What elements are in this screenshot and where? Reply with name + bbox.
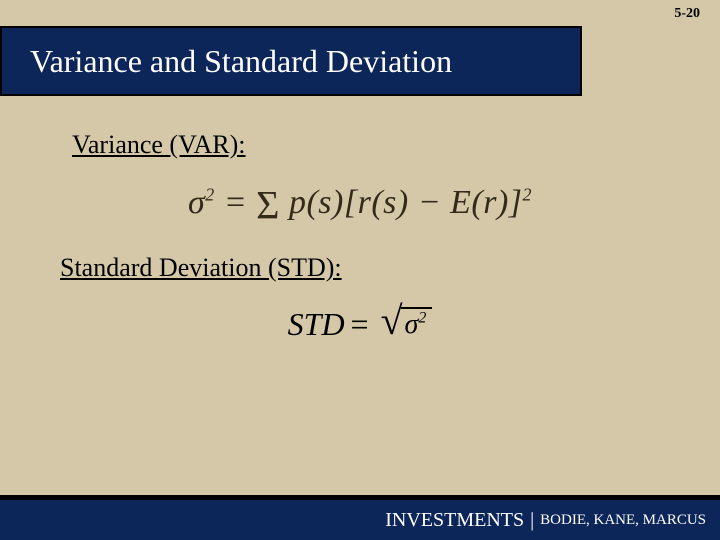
std-heading: Standard Deviation (STD):	[60, 253, 660, 283]
std-eq: =	[351, 306, 369, 343]
footer-authors: BODIE, KANE, MARCUS	[540, 512, 706, 529]
slide-number: 5-20	[674, 6, 700, 22]
std-radicand: σ	[405, 309, 419, 340]
footer-title: INVESTMENTS	[385, 509, 524, 532]
slide-title: Variance and Standard Deviation	[30, 43, 452, 80]
std-formula-text: STD = √ σ2	[288, 305, 433, 343]
sqrt-icon: √ σ2	[381, 305, 433, 343]
std-formula: STD = √ σ2	[60, 305, 660, 343]
title-bar: Variance and Standard Deviation	[0, 26, 582, 96]
std-lhs: STD	[288, 306, 345, 343]
content-area: Variance (VAR): σ2 = Σ p(s)[r(s) − E(r)]…	[0, 110, 720, 367]
std-exp: 2	[418, 310, 426, 327]
variance-heading: Variance (VAR):	[72, 130, 660, 160]
variance-formula: σ2 = Σ p(s)[r(s) − E(r)]2	[60, 182, 660, 229]
footer-bar: INVESTMENTS | BODIE, KANE, MARCUS	[0, 500, 720, 540]
variance-formula-text: σ2 = Σ p(s)[r(s) − E(r)]2	[188, 184, 532, 221]
footer-divider: |	[530, 509, 534, 532]
